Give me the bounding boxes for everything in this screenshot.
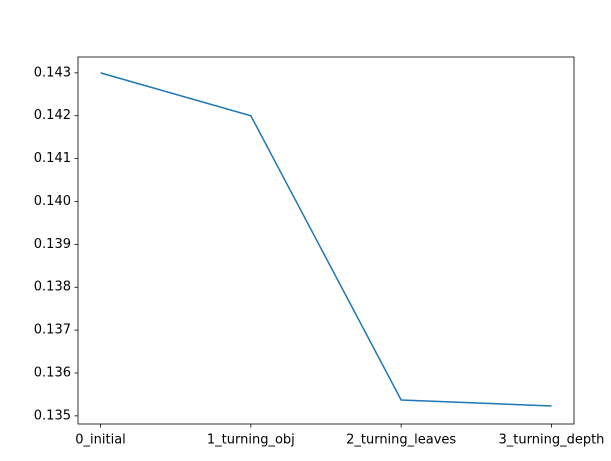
y-tick-label: 0.143 [34,65,71,80]
x-tick-label: 1_turning_obj [207,433,295,448]
plot-frame [77,56,575,425]
line-series [100,72,552,407]
y-tick-label: 0.139 [34,237,71,252]
y-tick-label: 0.140 [34,194,71,209]
y-tick-label: 0.141 [34,151,71,166]
y-tick-label: 0.136 [34,365,71,380]
y-tick-label: 0.137 [34,323,71,338]
x-tick-label: 3_turning_depth [499,433,605,448]
x-tick-label: 2_turning_leaves [346,433,456,448]
y-tick-label: 0.135 [34,408,71,423]
y-tick-label: 0.142 [34,108,71,123]
x-tick-label: 0_initial [75,433,126,448]
y-tick-label: 0.138 [34,280,71,295]
